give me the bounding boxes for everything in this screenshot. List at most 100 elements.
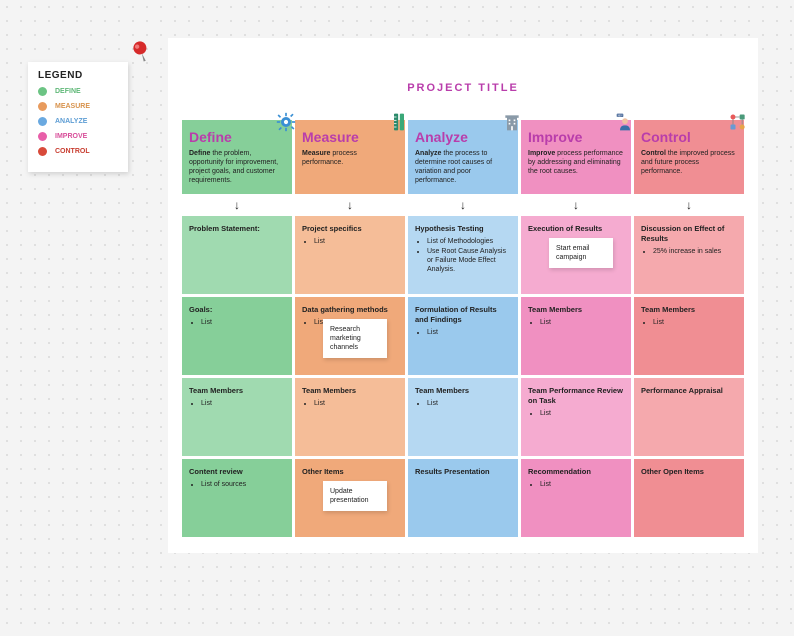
task-card[interactable]: Execution of Results Start email campaign: [521, 216, 631, 294]
card-items: List of MethodologiesUse Root Cause Anal…: [415, 237, 511, 274]
legend-row-control: CONTROL: [38, 147, 118, 156]
task-card[interactable]: Team Performance Review on Task List: [521, 378, 631, 456]
legend-dot-icon: [38, 117, 47, 126]
card-items: List: [415, 328, 511, 337]
task-card[interactable]: Team MembersList: [182, 378, 292, 456]
column-title: Measure: [302, 128, 398, 146]
building-icon: [502, 112, 522, 132]
column-desc-strong: Analyze: [415, 150, 441, 157]
task-card[interactable]: Goals: List: [182, 297, 292, 375]
arrow-down-icon: ↓: [182, 197, 292, 213]
task-card[interactable]: Problem Statement:: [182, 216, 292, 294]
legend-dot-icon: [38, 132, 47, 141]
card-item: List: [427, 328, 511, 337]
card-item: List: [314, 237, 398, 246]
card-title: Team Members: [641, 305, 737, 315]
card-title: Hypothesis Testing: [415, 224, 511, 234]
ruler-icon: [389, 112, 409, 132]
task-card[interactable]: Recommendation List: [521, 459, 631, 537]
sticky-note[interactable]: Start email campaign: [549, 238, 613, 268]
project-title: PROJECT TITLE: [182, 82, 744, 94]
card-items: 25% increase in sales: [641, 247, 737, 256]
column-title: Define: [189, 128, 285, 146]
card-item: List: [540, 318, 624, 327]
card-items: List: [528, 318, 624, 327]
card-title: Content review: [189, 467, 285, 477]
card-items: List: [528, 409, 624, 418]
column-description: Improve process performance by addressin…: [528, 149, 624, 176]
card-item: Use Root Cause Analysis or Failure Mode …: [427, 247, 511, 274]
task-card[interactable]: Team Members List: [521, 297, 631, 375]
card-items: List: [302, 237, 398, 246]
task-card[interactable]: Formulation of Results and FindingsList: [408, 297, 518, 375]
task-card[interactable]: Discussion on Effect of Results 25% incre…: [634, 216, 744, 294]
project-canvas: PROJECT TITLE DefineDefine the problem, …: [168, 38, 758, 553]
legend-title: LEGEND: [38, 70, 118, 81]
card-title: Data gathering methods: [302, 305, 398, 315]
card-title: Results Presentation: [415, 467, 511, 477]
card-item: List: [427, 399, 511, 408]
card-items: List: [302, 399, 398, 408]
column-define: DefineDefine the problem, opportunity fo…: [182, 120, 292, 537]
card-title: Other Items: [302, 467, 398, 477]
task-card[interactable]: Project specifics List: [295, 216, 405, 294]
arrow-down-icon: ↓: [408, 197, 518, 213]
gear-icon: [276, 112, 296, 132]
card-item: List: [201, 399, 285, 408]
column-description: Define the problem, opportunity for impr…: [189, 149, 285, 185]
card-title: Execution of Results: [528, 224, 624, 234]
card-item: List: [540, 480, 624, 489]
task-card[interactable]: Content review List of sources: [182, 459, 292, 537]
task-card[interactable]: Hypothesis Testing List of MethodologiesU…: [408, 216, 518, 294]
task-card[interactable]: Team MembersList: [634, 297, 744, 375]
card-title: Performance Appraisal: [641, 386, 737, 396]
flow-icon: [728, 112, 748, 132]
legend-label: IMPROVE: [55, 133, 87, 140]
card-title: Goals:: [189, 305, 285, 315]
card-item: List: [540, 409, 624, 418]
legend-row-measure: MEASURE: [38, 102, 118, 111]
columns-container: DefineDefine the problem, opportunity fo…: [182, 120, 744, 537]
legend-label: DEFINE: [55, 88, 81, 95]
card-title: Project specifics: [302, 224, 398, 234]
arrow-down-icon: ↓: [521, 197, 631, 213]
column-title: Control: [641, 128, 737, 146]
task-card[interactable]: Team MembersList: [295, 378, 405, 456]
column-description: Analyze the process to determine root ca…: [415, 149, 511, 185]
card-items: List: [189, 399, 285, 408]
legend-row-analyze: ANALYZE: [38, 117, 118, 126]
card-item: List: [201, 318, 285, 327]
column-improve: 360°ImproveImprove process performance b…: [521, 120, 631, 537]
card-title: Recommendation: [528, 467, 624, 477]
card-items: List of sources: [189, 480, 285, 489]
sticky-note[interactable]: Update presentation: [323, 481, 387, 511]
card-title: Team Performance Review on Task: [528, 386, 624, 406]
legend-dot-icon: [38, 147, 47, 156]
legend-dot-icon: [38, 87, 47, 96]
arrow-down-icon: ↓: [295, 197, 405, 213]
card-items: List: [415, 399, 511, 408]
task-card[interactable]: Other Items Update presentation: [295, 459, 405, 537]
card-item: List of sources: [201, 480, 285, 489]
task-card[interactable]: Data gathering methodsListResearch marke…: [295, 297, 405, 375]
svg-text:360°: 360°: [617, 115, 622, 118]
pushpin-icon: [128, 38, 154, 64]
legend-row-improve: IMPROVE: [38, 132, 118, 141]
card-title: Team Members: [528, 305, 624, 315]
task-card[interactable]: Performance Appraisal: [634, 378, 744, 456]
card-item: List of Methodologies: [427, 237, 511, 246]
task-card[interactable]: Results Presentation: [408, 459, 518, 537]
legend-label: CONTROL: [55, 148, 90, 155]
arrow-down-icon: ↓: [634, 197, 744, 213]
card-item: 25% increase in sales: [653, 247, 737, 256]
legend-dot-icon: [38, 102, 47, 111]
task-card[interactable]: Other Open Items: [634, 459, 744, 537]
column-description: Control the improved process and future …: [641, 149, 737, 176]
column-desc-strong: Define: [189, 150, 210, 157]
sticky-note[interactable]: Research marketing channels: [323, 319, 387, 358]
column-description: Measure process performance.: [302, 149, 398, 167]
person-icon: 360°: [615, 112, 635, 132]
card-title: Discussion on Effect of Results: [641, 224, 737, 244]
column-control: Control Control the improved process and …: [634, 120, 744, 537]
task-card[interactable]: Team MembersList: [408, 378, 518, 456]
